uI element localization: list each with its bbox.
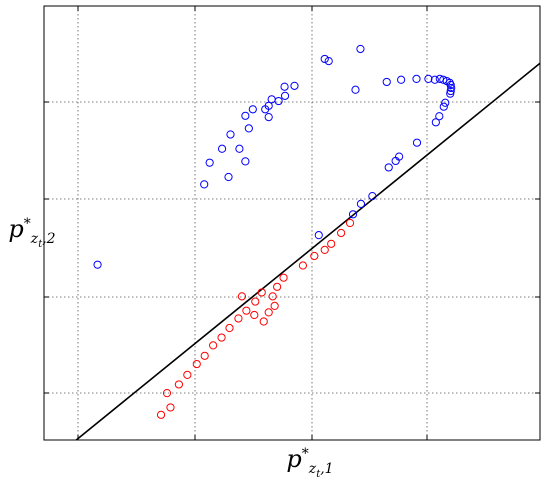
red-series	[156, 218, 355, 419]
blue-data-point-39	[431, 118, 440, 127]
blue-data-point-43	[384, 163, 393, 172]
blue-data-point-7	[241, 111, 250, 120]
red-data-point-22	[298, 261, 308, 270]
blue-data-point-22	[356, 44, 365, 54]
red-data-point-5	[192, 359, 201, 369]
red-data-point-1	[162, 389, 172, 398]
grid-lines	[44, 6, 540, 440]
blue-data-point-1	[200, 180, 209, 189]
red-data-point-17	[270, 301, 279, 310]
red-data-point-3	[174, 380, 184, 389]
blue-data-point-25	[412, 74, 421, 84]
blue-data-point-11	[264, 113, 273, 122]
red-data-point-15	[259, 317, 268, 326]
blue-data-point-14	[264, 101, 273, 110]
red-data-point-16	[264, 308, 273, 317]
plot-frame	[43, 5, 541, 441]
red-data-point-8	[217, 333, 226, 342]
red-data-point-19	[273, 282, 282, 291]
blue-data-point-33	[447, 83, 456, 93]
red-data-point-14	[250, 310, 259, 320]
blue-data-point-9	[244, 124, 253, 133]
blue-data-point-42	[391, 156, 400, 166]
red-data-point-2	[166, 403, 175, 412]
blue-data-point-8	[241, 157, 250, 166]
blue-data-point-6	[235, 144, 244, 153]
blue-data-point-23	[382, 77, 391, 87]
blue-data-point-18	[290, 81, 299, 90]
blue-data-point-5	[217, 144, 227, 153]
reference-line	[75, 62, 541, 441]
red-data-point-7	[209, 341, 218, 350]
red-data-point-23	[310, 251, 319, 261]
blue-data-point-46	[348, 210, 358, 219]
blue-data-point-19	[320, 54, 329, 64]
red-data-point-27	[345, 218, 355, 228]
red-data-point-4	[183, 370, 192, 379]
red-data-point-21	[237, 292, 247, 301]
blue-data-point-2	[205, 158, 214, 167]
red-data-point-20	[279, 273, 288, 282]
blue-data-point-47	[314, 231, 323, 240]
blue-data-point-27	[430, 75, 439, 84]
blue-data-point-36	[441, 98, 450, 107]
blue-data-point-44	[368, 191, 377, 201]
blue-data-point-0	[93, 260, 102, 269]
blue-data-point-16	[280, 91, 290, 100]
red-data-point-18	[268, 292, 277, 301]
red-data-point-11	[242, 306, 251, 315]
blue-data-point-10	[248, 105, 257, 114]
plot-area-background	[44, 6, 540, 440]
red-data-point-26	[337, 228, 346, 238]
blue-data-point-26	[424, 74, 433, 84]
blue-data-point-35	[446, 89, 455, 98]
blue-data-point-37	[439, 102, 448, 111]
blue-data-point-45	[356, 199, 366, 209]
blue-data-point-29	[439, 75, 448, 84]
red-data-point-12	[251, 297, 260, 306]
red-data-point-10	[234, 314, 243, 323]
red-data-point-25	[327, 239, 336, 248]
blue-data-point-32	[446, 80, 455, 90]
y-axis-label: p*zt,2	[8, 215, 56, 250]
blue-data-point-38	[435, 112, 444, 121]
x-axis-label: p*zt,1	[286, 445, 334, 480]
axis-ticks	[44, 6, 540, 440]
blue-data-point-20	[324, 57, 333, 66]
red-data-point-13	[257, 288, 266, 297]
blue-data-point-17	[280, 82, 289, 91]
blue-data-point-3	[224, 172, 233, 182]
red-data-point-24	[320, 245, 329, 255]
red-data-point-6	[200, 351, 209, 360]
red-data-point-0	[156, 410, 166, 419]
blue-data-point-24	[397, 75, 406, 84]
blue-data-point-21	[351, 85, 360, 94]
blue-data-point-4	[226, 130, 235, 139]
blue-data-point-15	[274, 96, 283, 106]
blue-data-point-40	[412, 138, 422, 147]
blue-series	[93, 44, 456, 269]
red-data-point-9	[225, 323, 234, 333]
